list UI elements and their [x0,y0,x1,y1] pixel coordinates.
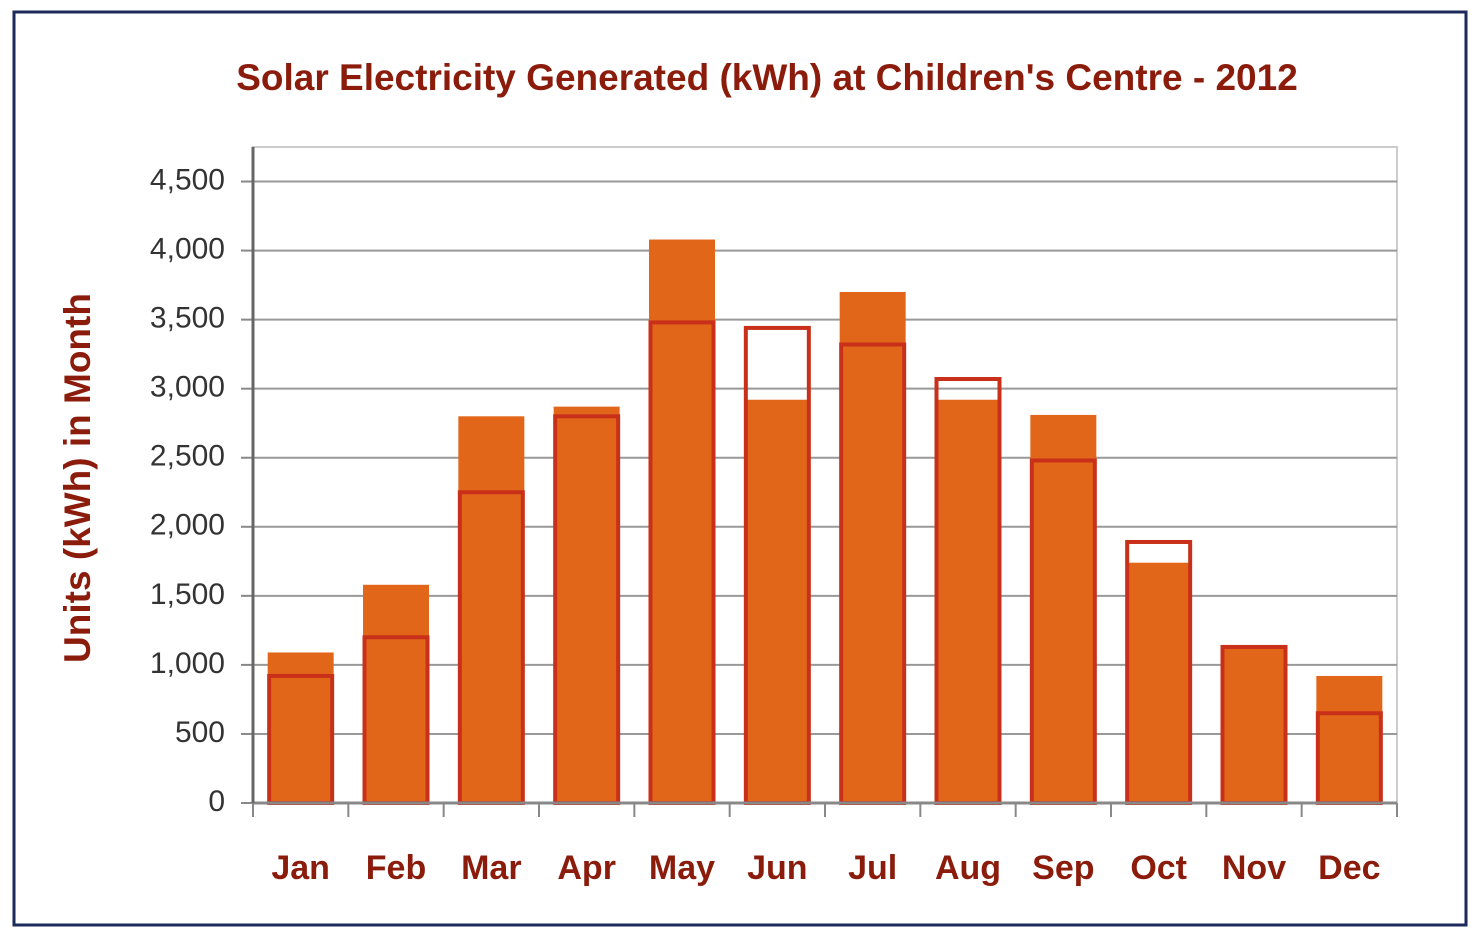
bar [363,584,429,803]
y-tick-label: 1,000 [150,647,225,680]
x-tick-label: Dec [1318,849,1380,887]
x-tick-label: Aug [935,849,1001,887]
bar [458,416,525,803]
y-axis-label: Units (kWh) in Month [57,293,98,663]
bar [1221,646,1287,803]
y-tick-label: 3,000 [150,371,225,404]
y-tick-label: 1,500 [150,578,225,611]
x-tick-label: Mar [461,849,521,887]
bar [553,406,620,803]
y-tick-label: 0 [208,785,225,818]
y-tick-label: 4,000 [150,233,225,266]
x-tick-label: Apr [557,849,616,887]
x-tick-label: Nov [1222,849,1286,887]
x-tick-label: Jul [848,849,897,887]
y-tick-label: 3,500 [150,302,225,335]
bar [1030,414,1097,803]
x-tick-label: Jan [271,849,330,887]
x-tick-label: Sep [1032,849,1094,887]
y-tick-label: 2,000 [150,509,225,542]
x-tick-label: Jun [747,849,807,887]
y-tick-label: 500 [175,716,225,749]
bar [839,292,906,803]
y-tick-label: 4,500 [150,163,225,196]
bar [1125,562,1192,803]
chart-title: Solar Electricity Generated (kWh) at Chi… [236,57,1298,98]
bar [744,399,811,803]
y-tick-label: 2,500 [150,440,225,473]
bar [935,399,1001,803]
bar [1316,675,1383,803]
x-tick-label: May [649,849,715,887]
x-tick-label: Feb [366,849,426,887]
x-tick-label: Oct [1130,849,1187,887]
bar [649,239,715,804]
